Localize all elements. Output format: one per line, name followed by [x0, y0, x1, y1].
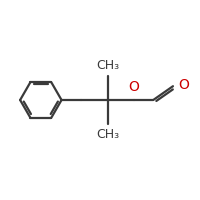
- Text: O: O: [178, 78, 189, 92]
- Text: O: O: [128, 80, 139, 94]
- Text: CH₃: CH₃: [96, 128, 119, 141]
- Text: CH₃: CH₃: [96, 59, 119, 72]
